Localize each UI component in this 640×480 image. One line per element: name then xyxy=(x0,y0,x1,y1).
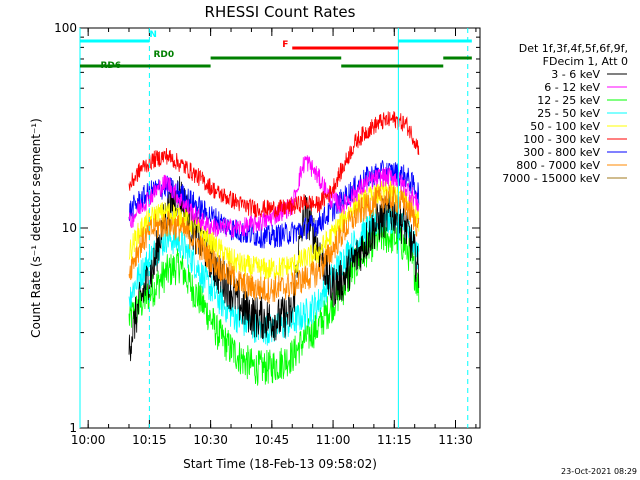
series-trace-50-100-kev xyxy=(128,180,420,281)
legend-entry-label: 800 - 7000 keV xyxy=(516,159,600,172)
x-tick-label: 11:00 xyxy=(316,433,351,447)
flag-label-rd0: RD0 xyxy=(153,50,174,60)
legend-entry-label: 50 - 100 keV xyxy=(530,120,600,133)
x-tick-label: 10:45 xyxy=(255,433,290,447)
y-tick-label: 100 xyxy=(54,21,77,35)
legend-entry-label: 300 - 800 keV xyxy=(523,146,600,159)
x-tick-label: 10:30 xyxy=(193,433,228,447)
data-layer xyxy=(128,111,420,386)
legend-entry-label: 12 - 25 keV xyxy=(537,94,600,107)
flag-label-rd6: RD6 xyxy=(100,61,121,71)
legend-entry-label: 3 - 6 keV xyxy=(551,68,600,81)
x-tick-label: 10:15 xyxy=(132,433,167,447)
y-axis-label: Count Rate (s⁻¹ detector segment⁻¹) xyxy=(29,118,43,338)
legend-entry-label: 6 - 12 keV xyxy=(544,81,600,94)
x-tick-label: 10:00 xyxy=(71,433,106,447)
legend-entry-label: 25 - 50 keV xyxy=(537,107,600,120)
render-timestamp: 23-Oct-2021 08:29 xyxy=(561,467,637,476)
x-tick-label: 11:15 xyxy=(377,433,412,447)
flag-label-n: N xyxy=(149,30,157,40)
x-axis-label: Start Time (18-Feb-13 09:58:02) xyxy=(183,457,377,471)
y-tick-label: 10 xyxy=(62,221,77,235)
legend-header-line: Det 1f,3f,4f,5f,6f,9f, xyxy=(519,42,628,55)
series-trace-100-300-kev xyxy=(128,111,420,219)
series-trace-800-7000-kev xyxy=(128,184,420,304)
legend: Det 1f,3f,4f,5f,6f,9f,FDecim 1, Att 03 -… xyxy=(502,42,628,185)
x-tick-label: 11:30 xyxy=(438,433,473,447)
legend-header-line: FDecim 1, Att 0 xyxy=(543,55,628,68)
chart-title: RHESSI Count Rates xyxy=(205,3,356,21)
legend-entry-label: 100 - 300 keV xyxy=(523,133,600,146)
flag-label-f: F xyxy=(282,40,288,50)
axes-layer: 10:00 10:15 10:30 10:45 11:00 11:15 11:30 1 10 10… xyxy=(54,21,481,447)
y-tick-label: 1 xyxy=(69,421,77,435)
legend-entry-label: 7000 - 15000 keV xyxy=(502,172,600,185)
flag-bars-layer: N F RD0 RD6 xyxy=(79,28,472,428)
